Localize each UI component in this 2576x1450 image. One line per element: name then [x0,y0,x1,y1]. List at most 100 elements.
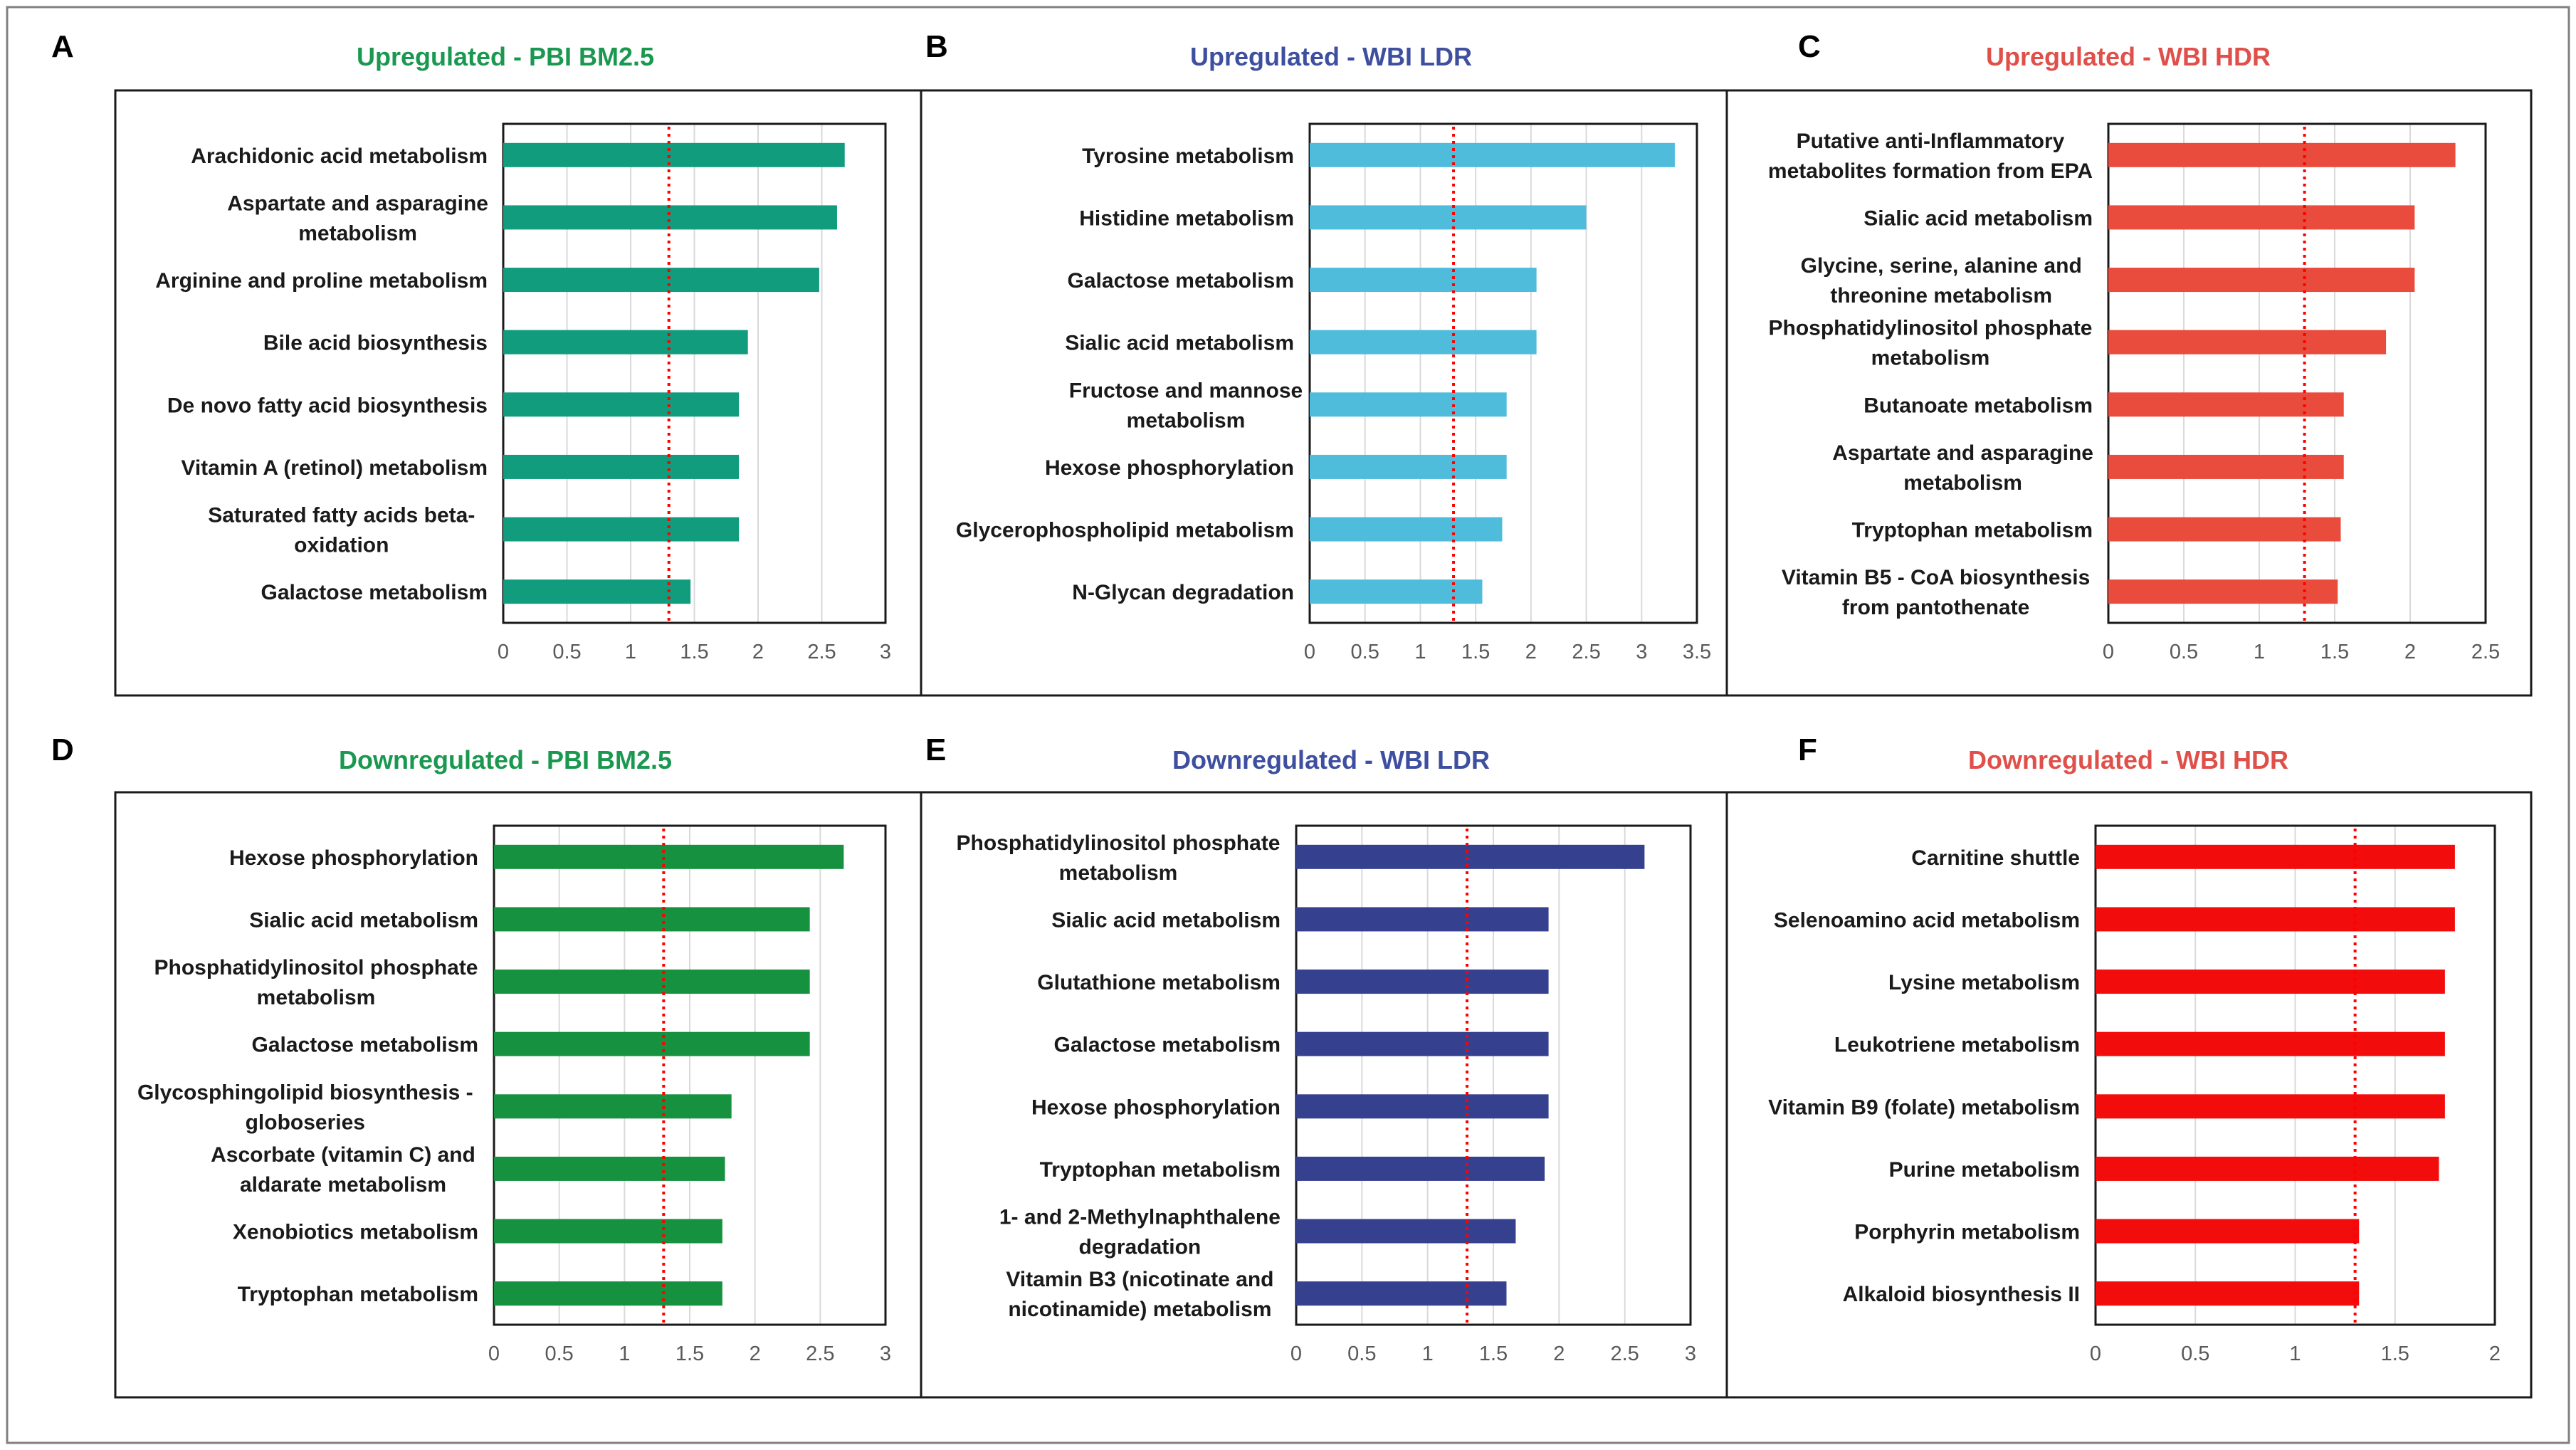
bar [1296,970,1549,994]
bar [1296,1156,1545,1181]
category-label: Ascorbate (vitamin C) and [211,1143,475,1167]
bar [494,1031,810,1056]
bar [2096,1219,2360,1244]
bar [2108,268,2415,293]
panel-b: B Upregulated - WBI LDR 0 0.5 1 1.5 2 2.5 3 3.5 Ty… [920,29,1728,697]
panel-letter: F [1798,732,1817,767]
bar [2108,392,2344,417]
plot-frame [1295,824,1692,1326]
category-label: Selenoamino acid metabolism [1774,908,2080,932]
x-tick-label: 0 [1290,1343,1302,1365]
category-label: 1- and 2-Methylnaphthalene [999,1206,1281,1229]
category-label: Galactose metabolism [252,1034,478,1057]
x-tick-label: 3 [1685,1343,1696,1365]
category-label: Sialic acid metabolism [249,908,478,932]
panel-title: Upregulated - PBI BM2.5 [357,42,654,71]
category-label: Lysine metabolism [1888,971,2080,994]
category-label: metabolism [1059,861,1178,885]
category-label: Bile acid biosynthesis [263,332,488,355]
bar [1310,330,1537,354]
bar [503,454,740,479]
x-tick-label: 3 [880,1343,891,1365]
category-label: Vitamin B9 (folate) metabolism [1768,1096,2080,1119]
category-label: oxidation [294,534,389,557]
x-tick-label: 2.5 [1611,1343,1639,1365]
panel-e: E Downregulated - WBI LDR 0 0.5 1 1.5 2 2.5 3 Pho… [920,732,1728,1399]
x-tick-label: 2.5 [806,1343,834,1365]
panel-title: Downregulated - WBI HDR [1968,745,2288,774]
category-label: Sialic acid metabolism [1065,332,1294,355]
x-tick-label: 0 [1304,641,1315,663]
category-label: Carnitine shuttle [1911,846,2080,870]
panel-c: C Upregulated - WBI HDR 0 0.5 1 1.5 2 2.5 Putati… [1725,29,2533,697]
category-label: Glutathione metabolism [1037,971,1281,994]
category-label: Galactose metabolism [1054,1034,1281,1057]
bar [1310,392,1507,417]
x-tick-label: 2 [2489,1343,2501,1365]
bar [2108,330,2387,354]
x-tick-label: 1 [2254,641,2265,663]
category-label: Galactose metabolism [261,581,488,604]
panel-title: Downregulated - WBI LDR [1172,745,1490,774]
plot-frame [493,824,887,1326]
x-tick-label: 2 [1525,641,1537,663]
bar [1310,142,1675,167]
x-tick-label: 1.5 [675,1343,704,1365]
category-label: Phosphatidylinositol phosphate [956,831,1280,855]
category-label: metabolism [1871,347,1990,370]
category-label: Sialic acid metabolism [1051,908,1281,932]
bar [494,970,810,994]
x-tick-label: 2.5 [807,641,836,663]
x-tick-label: 3.5 [1683,641,1711,663]
category-label: Galactose metabolism [1068,269,1294,293]
bar [1310,517,1503,542]
panel-letter: C [1798,29,1821,64]
category-label: Tryptophan metabolism [1040,1158,1281,1182]
x-tick-label: 2.5 [2471,641,2500,663]
panel-letter: D [51,732,74,767]
bar [1310,268,1537,293]
bar [503,579,691,604]
bar [2108,142,2456,167]
bar [503,517,740,542]
category-label: globoseries [246,1110,365,1134]
category-label: Tryptophan metabolism [238,1283,478,1306]
bar [494,1156,725,1181]
bar [2108,454,2344,479]
bar [503,330,748,354]
panel-letter: B [925,29,948,64]
x-tick-label: 1 [619,1343,630,1365]
category-label: Tyrosine metabolism [1082,145,1294,168]
bar [494,1219,722,1244]
bar [1296,1031,1549,1056]
bar [1310,579,1483,604]
x-tick-label: 1.5 [2381,1343,2409,1365]
x-tick-label: 0.5 [1347,1343,1376,1365]
bar [1296,1094,1549,1119]
category-label: metabolism [1127,409,1246,432]
panel-d: D Downregulated - PBI BM2.5 0 0.5 1 1.5 2 2.5 3 H… [51,732,922,1399]
bar [2096,844,2455,869]
plot-frame [2094,824,2496,1326]
x-tick-label: 0.5 [2170,641,2198,663]
category-label: Aspartate and asparagine [1832,441,2093,465]
x-tick-label: 2 [752,641,764,663]
plot-frame [1308,122,1698,624]
category-label: metabolism [257,986,376,1009]
category-label: from pantothenate [1842,596,2029,619]
category-label: Sialic acid metabolism [1863,206,2093,230]
bar [503,142,845,167]
bar [1296,907,1549,932]
x-tick-label: 1 [625,641,636,663]
panel-letter: E [925,732,946,767]
bar [2108,579,2338,604]
category-label: metabolism [298,221,417,245]
category-label: Glycosphingolipid biosynthesis - [137,1081,473,1104]
x-tick-label: 1 [2289,1343,2301,1365]
bar [494,844,844,869]
panel-title: Upregulated - WBI LDR [1190,42,1472,71]
panel-a: A Upregulated - PBI BM2.5 0 0.5 1 1.5 2 2.5 3 Ara… [51,29,922,697]
x-tick-label: 1 [1414,641,1426,663]
x-tick-label: 1.5 [1461,641,1490,663]
category-label: nicotinamide) metabolism [1008,1298,1271,1321]
